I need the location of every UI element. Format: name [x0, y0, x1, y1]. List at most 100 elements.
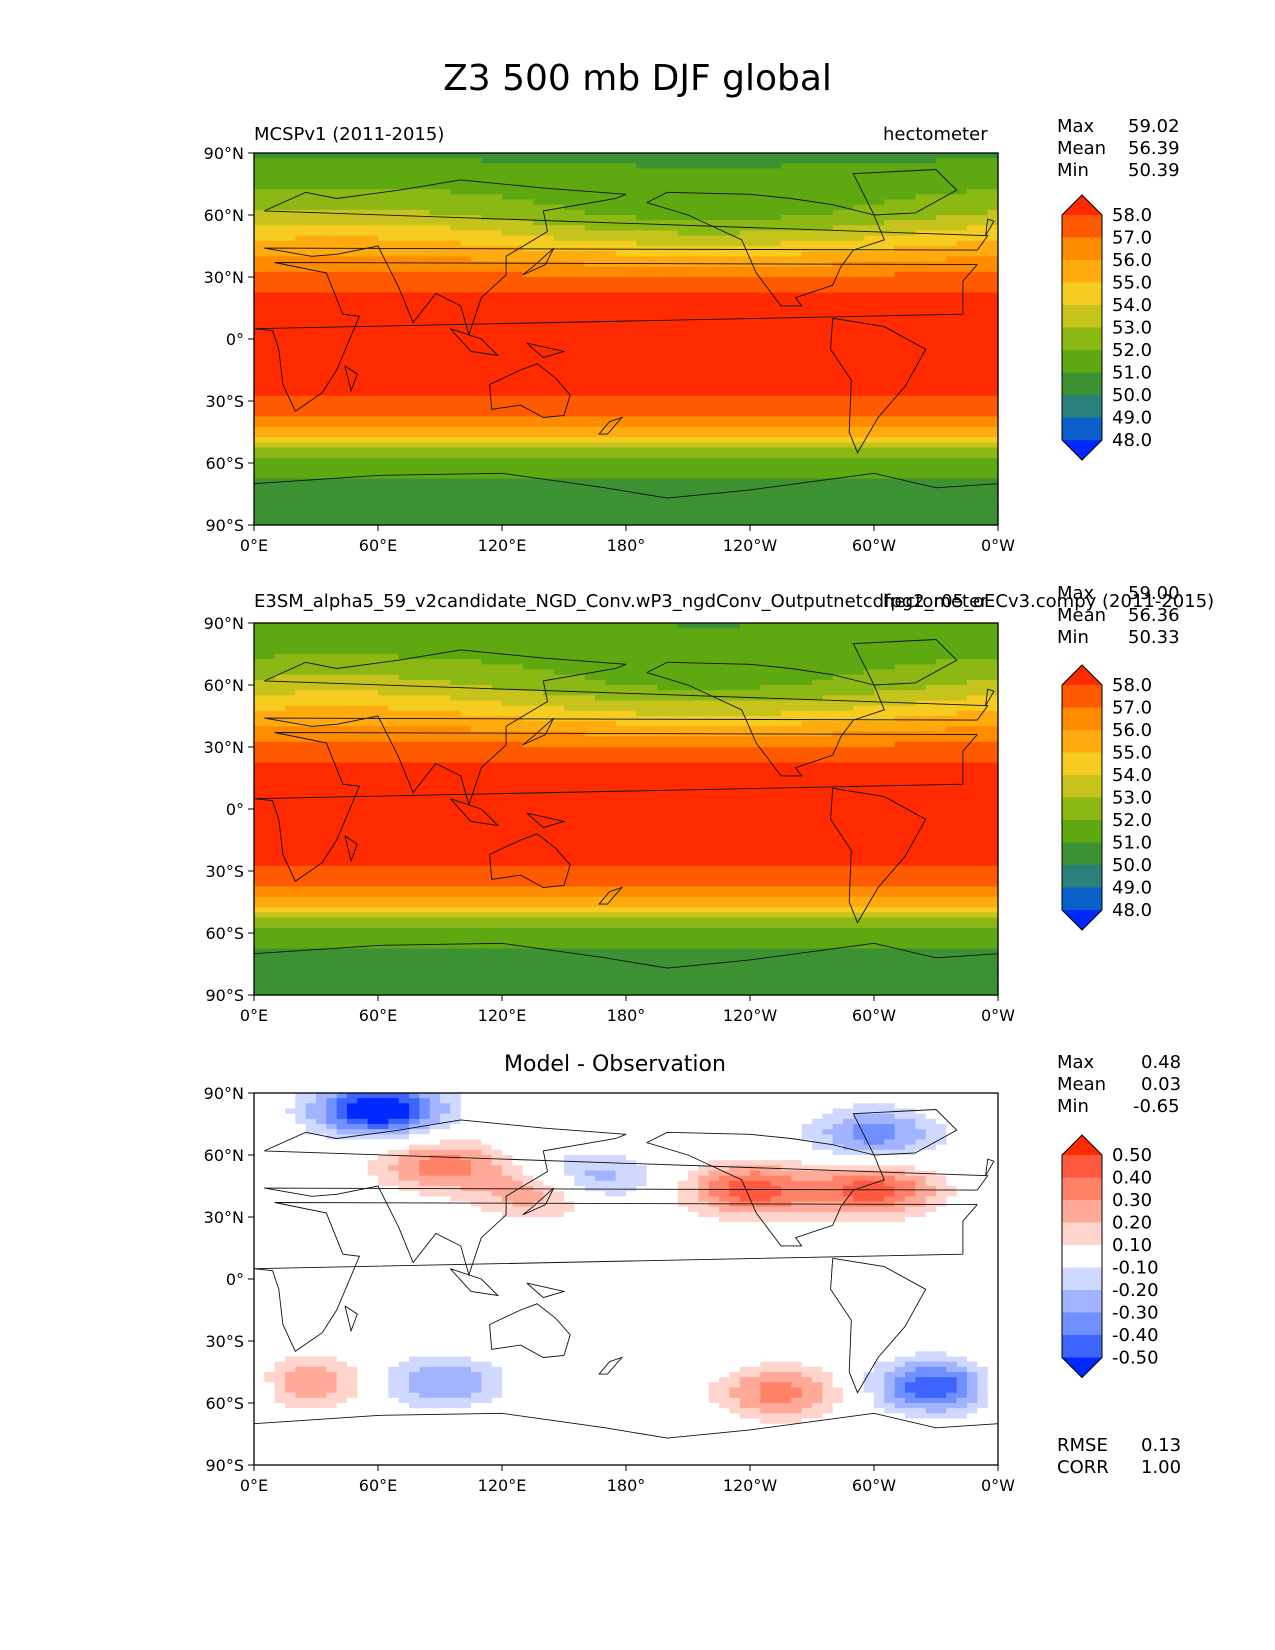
field-cell	[398, 380, 410, 387]
field-cell	[429, 504, 441, 511]
field-cell	[491, 463, 503, 469]
field-cell	[791, 271, 803, 278]
field-cell	[543, 178, 555, 185]
field-cell	[522, 173, 534, 180]
field-cell	[884, 251, 896, 257]
field-cell	[429, 354, 441, 361]
field-cell	[264, 421, 276, 428]
field-cell	[667, 158, 679, 164]
field-cell	[440, 282, 451, 288]
field-cell	[791, 256, 803, 263]
field-cell	[832, 194, 844, 201]
field-cell	[533, 452, 544, 459]
field-cell	[388, 158, 400, 164]
field-cell	[781, 488, 792, 495]
field-cell	[316, 509, 327, 516]
field-cell	[440, 251, 451, 257]
field-cell	[512, 240, 524, 247]
field-cell	[646, 184, 658, 190]
field-cell	[522, 401, 534, 407]
field-cell	[822, 395, 834, 402]
field-cell	[409, 168, 420, 175]
field-cell	[584, 199, 596, 206]
field-cell	[326, 271, 338, 278]
field-cell	[285, 297, 296, 304]
field-cell	[708, 483, 720, 490]
field-cell	[409, 432, 420, 438]
field-cell	[502, 488, 513, 495]
field-cell	[832, 225, 844, 232]
field-cell	[987, 266, 999, 273]
field-cell	[440, 230, 451, 237]
field-cell	[357, 442, 369, 449]
field-cell	[584, 251, 596, 257]
field-cell	[254, 463, 265, 469]
field-cell	[626, 282, 637, 288]
field-cell	[615, 333, 627, 340]
field-cell	[295, 204, 307, 211]
field-cell	[564, 163, 575, 170]
field-cell	[584, 390, 596, 397]
field-cell	[285, 442, 296, 449]
field-cell	[646, 220, 658, 226]
field-cell	[429, 153, 441, 159]
field-cell	[285, 328, 296, 335]
field-cell	[739, 468, 751, 474]
field-cell	[936, 385, 947, 392]
field-cell	[460, 328, 472, 335]
field-cell	[491, 313, 503, 319]
field-cell	[967, 194, 978, 201]
field-cell	[646, 189, 658, 195]
field-cell	[657, 488, 668, 495]
field-cell	[502, 178, 513, 185]
field-cell	[305, 416, 317, 423]
field-cell	[750, 292, 761, 299]
field-cell	[750, 302, 761, 309]
field-cell	[481, 189, 493, 195]
field-cell	[305, 380, 317, 387]
field-cell	[667, 215, 679, 221]
field-cell	[657, 401, 668, 407]
field-cell	[915, 225, 927, 232]
field-cell	[316, 277, 327, 283]
field-cell	[708, 364, 720, 371]
field-cell	[450, 432, 462, 438]
field-cell	[925, 447, 937, 454]
field-cell	[295, 390, 307, 397]
field-cell	[843, 256, 854, 263]
field-cell	[543, 478, 555, 485]
field-cell	[254, 437, 265, 443]
field-cell	[719, 473, 730, 480]
field-cell	[925, 370, 937, 376]
field-cell	[460, 318, 472, 325]
field-cell	[367, 494, 379, 500]
field-cell	[543, 220, 555, 226]
field-cell	[770, 411, 782, 418]
field-cell	[698, 230, 710, 237]
field-cell	[781, 204, 792, 211]
field-cell	[254, 220, 265, 226]
field-cell	[729, 432, 741, 438]
field-cell	[636, 292, 648, 299]
field-cell	[708, 349, 720, 356]
field-cell	[378, 230, 389, 237]
field-cell	[367, 406, 379, 412]
field-cell	[574, 447, 586, 454]
field-cell	[987, 421, 999, 428]
field-cell	[264, 339, 276, 345]
field-cell	[274, 375, 286, 381]
field-cell	[460, 277, 472, 283]
field-cell	[853, 364, 865, 371]
field-cell	[915, 328, 927, 335]
field-cell	[285, 473, 296, 480]
field-cell	[316, 194, 327, 201]
field-cell	[502, 261, 513, 268]
field-cell	[925, 313, 937, 319]
field-cell	[419, 416, 431, 423]
field-cell	[615, 401, 627, 407]
field-cell	[471, 163, 482, 170]
field-cell	[698, 401, 710, 407]
field-cell	[915, 209, 927, 216]
field-cell	[367, 282, 379, 288]
field-cell	[595, 163, 606, 170]
